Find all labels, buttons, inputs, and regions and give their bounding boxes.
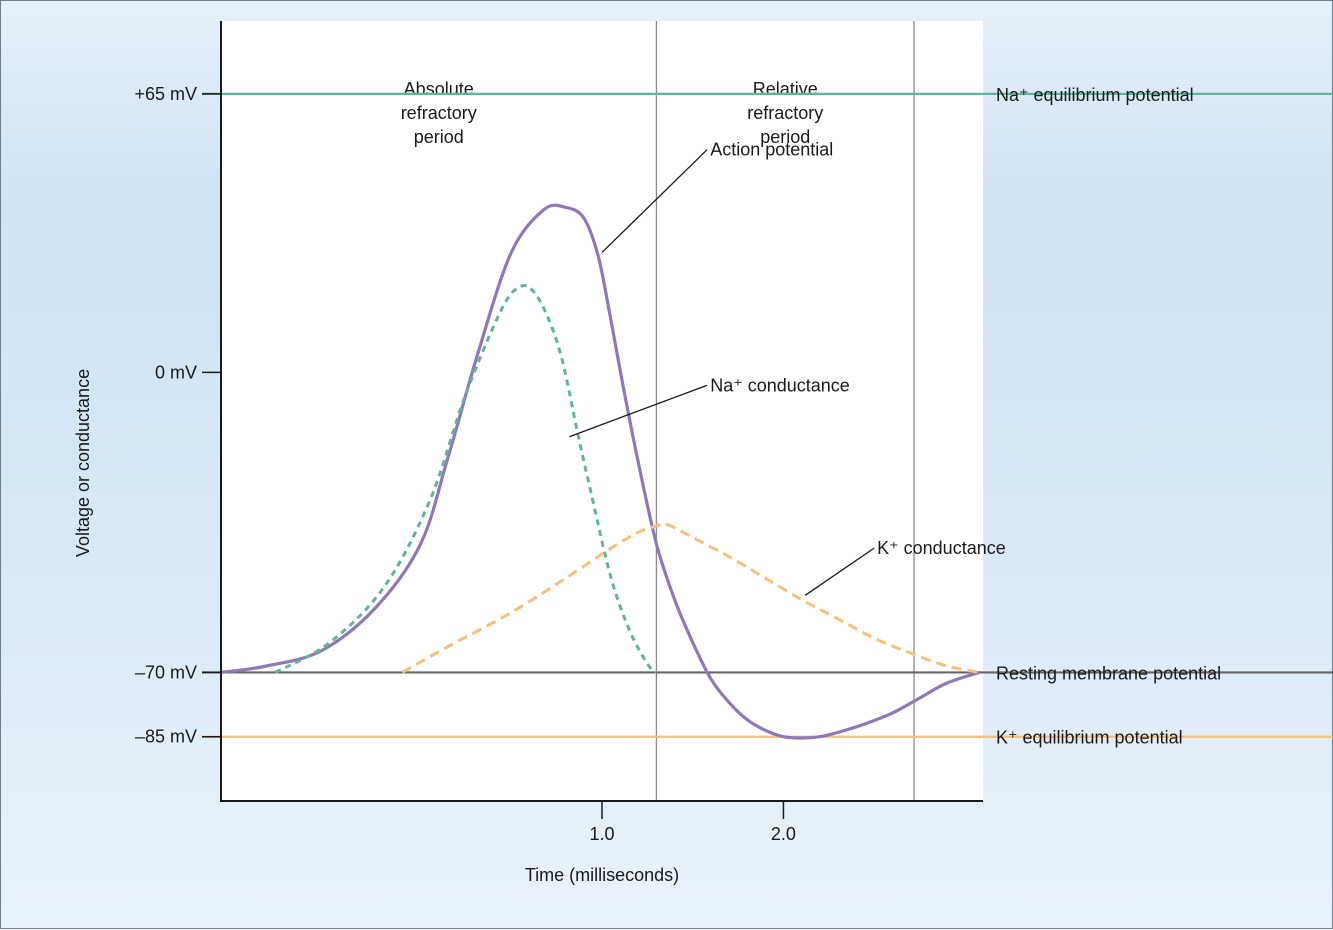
period-label-1-line-3: period [414, 127, 464, 147]
k-conductance-leader-line [804, 547, 875, 596]
x-axis-title: Time (milliseconds) [525, 865, 679, 885]
y-axis-title: Voltage or conductance [73, 369, 93, 557]
y-tick-label-85-mv: –85 mV [135, 727, 197, 747]
na-conductance-curve [274, 283, 658, 674]
k-equilibrium-potential-label: K⁺ equilibrium potential [996, 728, 1183, 748]
period-label-2-line-3: period [760, 127, 810, 147]
period-label-2-line-2: refractory [747, 103, 823, 123]
action-potential-curve [220, 203, 980, 740]
plot-area [221, 21, 983, 801]
na-conductance-annotation: Na⁺ conductance [710, 375, 850, 395]
y-tick-label-65-mv: +65 mV [134, 84, 197, 104]
k-conductance-annotation: K⁺ conductance [877, 538, 1006, 558]
period-label-1-line-2: refractory [401, 103, 477, 123]
x-tick-label-2-0: 2.0 [771, 824, 796, 844]
x-tick-label-1-0: 1.0 [589, 824, 614, 844]
action-potential-annotation: Action potential [710, 140, 833, 160]
period-label-2-line-1: Relative [753, 79, 818, 99]
k-conductance-curve [401, 522, 980, 674]
period-label-1-line-1: Absolute [404, 79, 474, 99]
resting-membrane-potential-label: Resting membrane potential [996, 663, 1221, 683]
y-tick-label-0-mv: 0 mV [155, 362, 197, 382]
y-tick-label-70-mv: –70 mV [135, 662, 197, 682]
na-conductance-leader-line [569, 384, 708, 438]
na-equilibrium-potential-label: Na⁺ equilibrium potential [996, 85, 1194, 105]
action-potential-leader-line [601, 149, 708, 253]
